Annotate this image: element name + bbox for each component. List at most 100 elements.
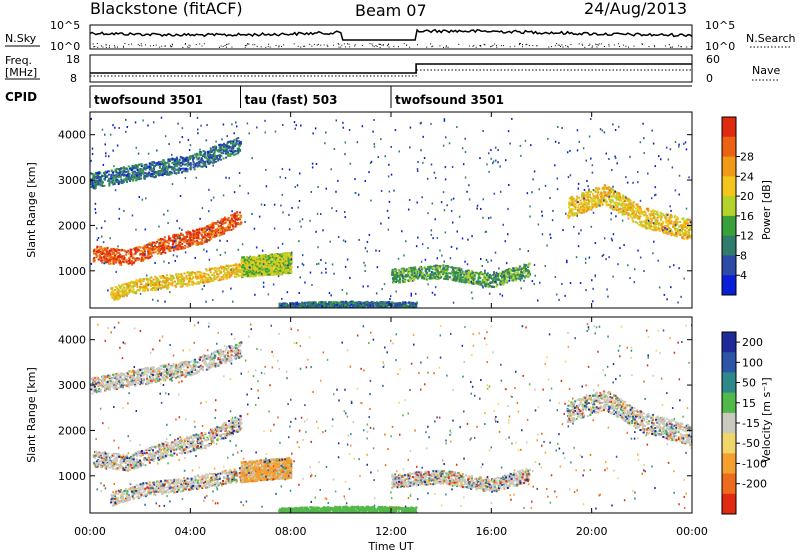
data-cell xyxy=(339,302,341,304)
data-cell xyxy=(93,252,95,254)
data-cell xyxy=(230,229,232,231)
data-cell xyxy=(144,258,146,260)
data-cell xyxy=(222,278,224,280)
data-cell xyxy=(426,279,428,281)
search-noise-dot xyxy=(226,44,227,45)
data-cell xyxy=(190,241,192,243)
data-cell xyxy=(290,254,292,256)
data-cell xyxy=(525,264,527,266)
search-noise-dot xyxy=(170,46,171,47)
data-cell xyxy=(201,228,203,230)
search-noise-dot xyxy=(628,47,629,48)
data-cell xyxy=(107,260,109,262)
search-noise-dot xyxy=(150,45,151,46)
data-cell xyxy=(97,251,99,253)
data-cell xyxy=(229,224,231,226)
data-cell xyxy=(201,243,203,245)
data-cell xyxy=(231,218,233,220)
data-cell xyxy=(133,291,135,293)
data-cell xyxy=(297,308,299,310)
data-cell xyxy=(412,267,414,269)
data-cell xyxy=(395,281,397,283)
data-cell xyxy=(133,282,135,284)
data-cell xyxy=(359,304,361,306)
data-cell xyxy=(503,279,505,281)
data-cell xyxy=(515,268,517,270)
search-noise-dot xyxy=(94,46,95,47)
data-cell xyxy=(227,265,229,267)
data-cell xyxy=(479,272,481,274)
search-noise-dot xyxy=(472,46,473,47)
search-noise-dot xyxy=(327,46,328,47)
data-cell xyxy=(204,238,206,240)
search-noise-dot xyxy=(604,46,605,47)
search-noise-dot xyxy=(510,46,511,47)
search-noise-dot xyxy=(570,44,571,45)
search-noise-dot xyxy=(592,46,593,47)
search-noise-dot xyxy=(642,44,643,45)
data-cell xyxy=(210,280,212,282)
search-noise-dot xyxy=(106,47,107,48)
data-cell xyxy=(237,274,239,276)
data-cell xyxy=(121,249,123,251)
data-cell xyxy=(135,279,137,281)
data-cell xyxy=(154,289,156,291)
data-cell xyxy=(321,301,323,303)
data-cell xyxy=(263,271,265,273)
data-cell xyxy=(112,287,114,289)
data-cell xyxy=(371,306,373,308)
data-cell xyxy=(595,195,597,197)
data-cell xyxy=(255,257,257,259)
data-cell xyxy=(182,247,184,249)
data-cell xyxy=(501,273,503,275)
data-cell xyxy=(147,248,149,250)
data-cell xyxy=(98,259,100,261)
data-cell xyxy=(212,227,214,229)
data-cell xyxy=(160,240,162,242)
data-cell xyxy=(163,286,165,288)
data-cell xyxy=(144,246,146,248)
data-cell xyxy=(231,272,233,274)
data-cell xyxy=(479,277,481,279)
data-cell xyxy=(129,286,131,288)
search-noise-dot xyxy=(556,43,557,44)
data-cell xyxy=(416,301,418,303)
data-cell xyxy=(135,260,137,262)
search-noise-dot xyxy=(314,44,315,45)
search-noise-dot xyxy=(529,45,530,46)
search-noise-dot xyxy=(300,47,301,48)
data-cell xyxy=(246,272,248,274)
data-cell xyxy=(394,305,396,307)
data-cell xyxy=(104,254,106,256)
search-noise-dot xyxy=(223,46,224,47)
data-cell xyxy=(168,242,170,244)
data-cell xyxy=(287,272,289,274)
data-cell xyxy=(344,304,346,306)
data-cell xyxy=(139,289,141,291)
data-cell xyxy=(454,267,456,269)
data-cell xyxy=(261,271,263,273)
search-noise-dot xyxy=(139,45,140,46)
data-cell xyxy=(268,274,270,276)
data-cell xyxy=(122,284,124,286)
data-cell xyxy=(271,253,273,255)
data-cell xyxy=(396,277,398,279)
data-cell xyxy=(308,302,310,304)
data-cell xyxy=(187,282,189,284)
data-cell xyxy=(408,269,410,271)
search-noise-dot xyxy=(190,45,191,46)
data-cell xyxy=(248,257,250,259)
data-cell xyxy=(165,284,167,286)
plot-title: Blackstone (fitACF) xyxy=(90,0,243,18)
data-cell xyxy=(482,281,484,283)
search-noise-dot xyxy=(372,44,373,45)
data-cell xyxy=(114,254,116,256)
data-cell xyxy=(486,279,488,281)
data-cell xyxy=(484,272,486,274)
search-noise-dot xyxy=(469,45,470,46)
data-cell xyxy=(396,279,398,281)
data-cell xyxy=(286,252,288,254)
data-cell xyxy=(151,248,153,250)
search-noise-dot xyxy=(124,43,125,44)
search-noise-dot xyxy=(446,45,447,46)
